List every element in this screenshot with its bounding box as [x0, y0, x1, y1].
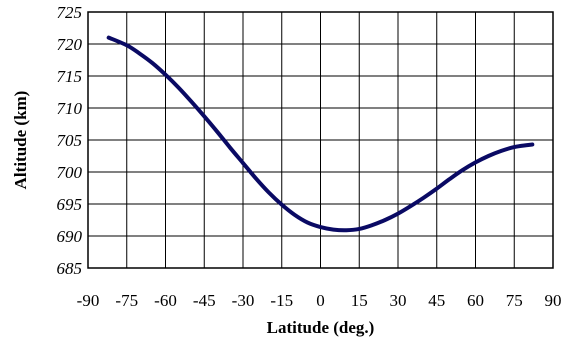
y-tick-label: 690: [57, 227, 83, 246]
y-tick-label: 700: [57, 163, 83, 182]
x-tick-label: 15: [351, 291, 368, 310]
y-tick-label: 710: [57, 99, 83, 118]
y-tick-label: 725: [57, 3, 83, 22]
x-tick-label: -45: [193, 291, 216, 310]
x-tick-label: -75: [115, 291, 138, 310]
x-tick-label: -30: [232, 291, 255, 310]
y-tick-labels: 685 690 695 700 705 710 715 720 725: [57, 3, 83, 278]
x-tick-label: 90: [545, 291, 562, 310]
x-tick-label: -15: [270, 291, 293, 310]
altitude-series-line: [106, 35, 535, 233]
x-tick-label: -90: [77, 291, 100, 310]
grid-lines: [87, 11, 554, 269]
x-tick-label: 60: [467, 291, 484, 310]
x-tick-label: -60: [154, 291, 177, 310]
x-tick-label: 0: [316, 291, 325, 310]
y-axis-title: Altitude (km): [11, 91, 30, 190]
x-tick-label: 75: [506, 291, 523, 310]
x-tick-label: 45: [428, 291, 445, 310]
x-tick-label: 30: [390, 291, 407, 310]
y-tick-label: 720: [57, 35, 83, 54]
y-tick-label: 685: [57, 259, 83, 278]
y-tick-label: 715: [57, 67, 83, 86]
y-tick-label: 695: [57, 195, 83, 214]
plot-frame: [87, 11, 554, 269]
y-tick-label: 705: [57, 131, 83, 150]
series-layer: [106, 35, 535, 233]
x-tick-labels: -90 -75 -60 -45 -30 -15 0 15 30 45 60 75 90: [77, 291, 562, 310]
x-axis-title: Latitude (deg.): [267, 318, 375, 337]
